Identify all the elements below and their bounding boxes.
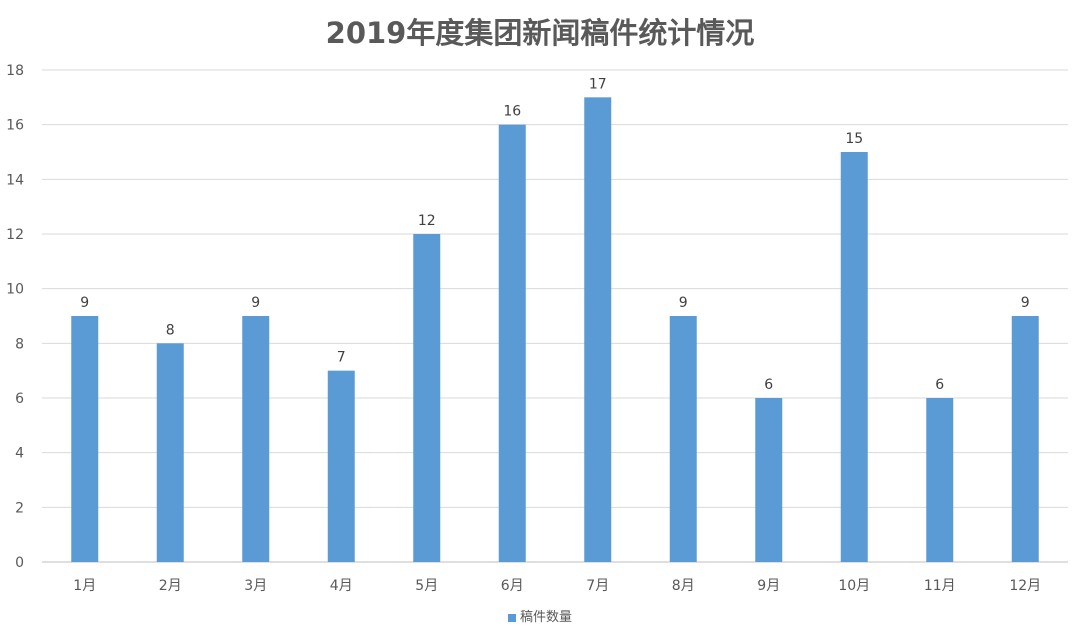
y-tick-label: 12 [6,227,24,243]
y-tick-label: 2 [15,500,24,516]
data-label: 6 [764,377,773,393]
legend: 稿件数量 [0,606,1080,625]
bar [840,152,868,562]
x-tick-label: 8月 [672,578,695,594]
bar [584,97,612,562]
x-tick-label: 7月 [586,578,609,594]
y-tick-label: 18 [6,63,24,79]
x-tick-label: 12月 [1009,578,1041,594]
bar [926,398,954,562]
data-label: 9 [80,295,89,311]
bar [327,370,355,562]
data-label: 16 [503,104,521,120]
bar [156,343,184,562]
bar [71,316,99,562]
y-tick-label: 10 [6,282,24,298]
bar [669,316,697,562]
bar [242,316,270,562]
data-label: 9 [251,295,260,311]
data-label: 9 [1021,295,1030,311]
bar [498,124,526,563]
legend-label: 稿件数量 [519,610,572,625]
y-tick-label: 8 [15,336,24,352]
data-label: 17 [589,76,607,92]
data-label: 8 [166,322,175,338]
x-tick-label: 11月 [924,578,956,594]
x-tick-label: 4月 [330,578,353,594]
data-label: 6 [935,377,944,393]
bar [413,234,441,562]
y-tick-label: 4 [15,446,24,462]
x-tick-label: 5月 [415,578,438,594]
data-label: 12 [418,213,436,229]
data-label: 15 [845,131,863,147]
x-tick-label: 10月 [838,578,870,594]
data-label: 9 [679,295,688,311]
y-tick-label: 0 [15,555,24,571]
x-tick-label: 6月 [501,578,524,594]
x-tick-label: 2月 [159,578,182,594]
x-tick-label: 1月 [73,578,96,594]
chart-title: 2019年度集团新闻稿件统计情况 [325,16,755,50]
bar [1011,316,1039,562]
x-tick-label: 3月 [244,578,267,594]
y-tick-label: 16 [6,118,24,134]
x-tick-label: 9月 [757,578,780,594]
y-tick-label: 14 [6,172,24,188]
legend-swatch [507,613,516,622]
bar [755,398,783,562]
data-label: 7 [337,350,346,366]
y-tick-label: 6 [15,391,24,407]
